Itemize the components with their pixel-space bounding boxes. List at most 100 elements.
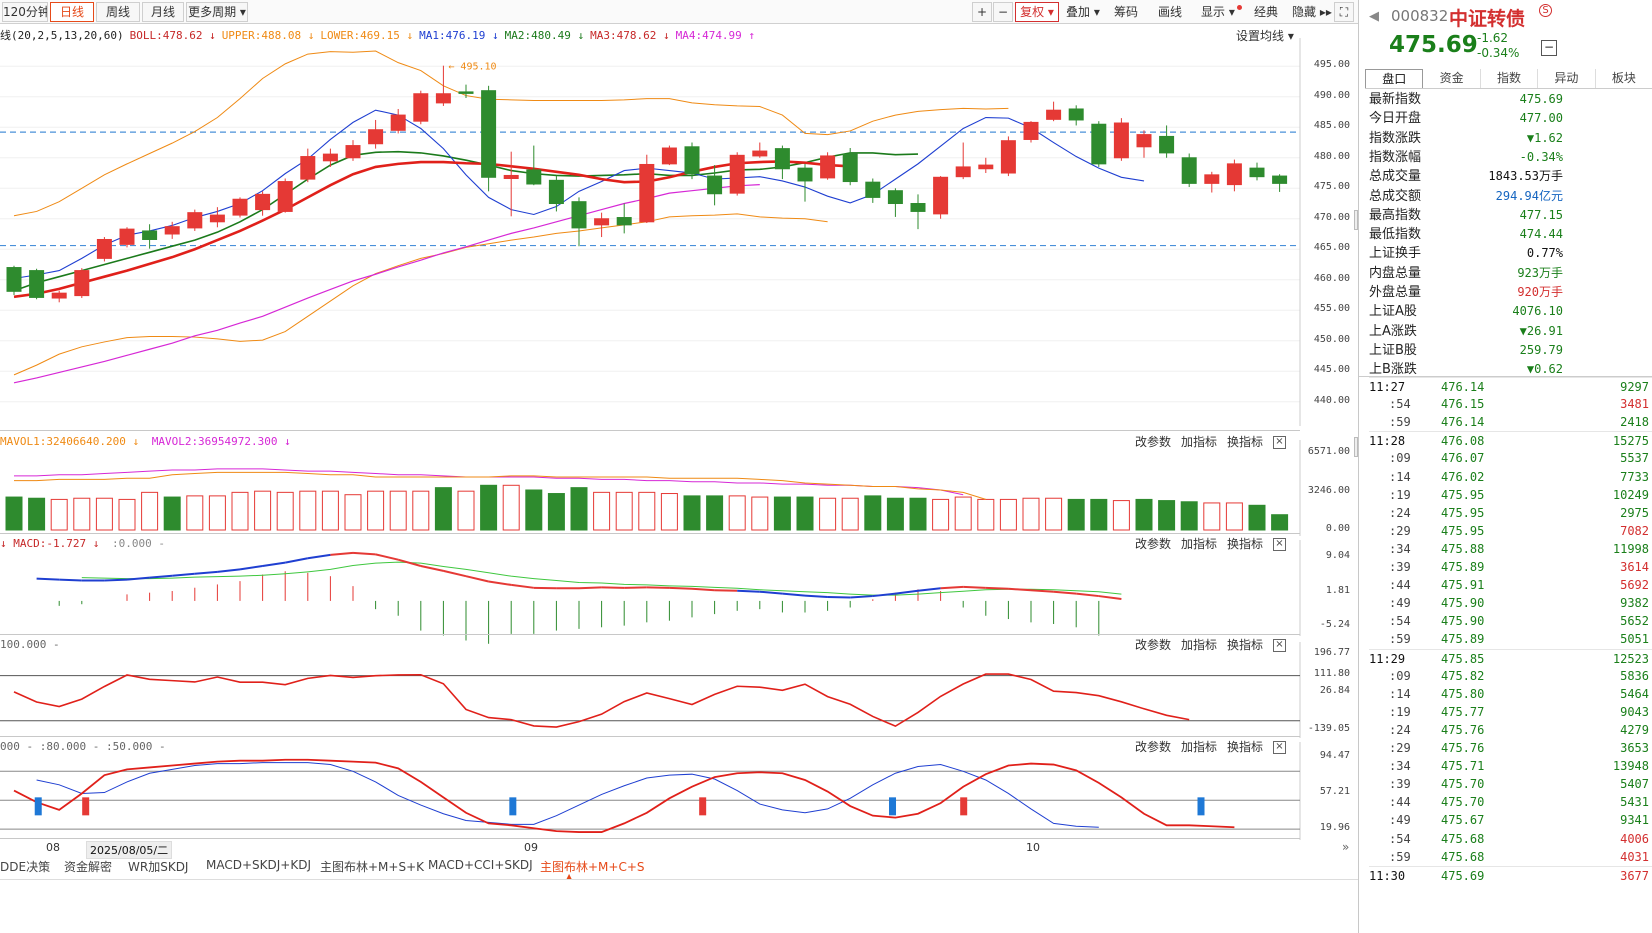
volume-bar <box>50 498 68 531</box>
zoom-out-button[interactable]: − <box>993 2 1013 22</box>
volume-bar <box>118 498 136 531</box>
ma-settings-dropdown[interactable]: 设置均线 ▾ <box>1236 29 1294 43</box>
candle-down <box>1068 108 1084 121</box>
period-daily-button[interactable]: 日线 <box>50 2 94 22</box>
tab-sector[interactable]: 板块 <box>1596 69 1652 88</box>
edit-params-button[interactable]: 改参数 <box>1134 638 1171 652</box>
macd-dif-segment <box>985 586 1009 590</box>
tab-capital[interactable]: 资金 <box>1423 69 1481 88</box>
boll-upper-line <box>13 50 1009 217</box>
macd-panel <box>36 551 1122 644</box>
divider <box>0 533 1300 534</box>
macd-dif-segment <box>172 572 195 577</box>
stat-row: 上证B股 259.79 <box>1369 341 1563 360</box>
tick-time: :59 <box>1389 415 1411 430</box>
volume-bar <box>321 490 339 531</box>
stat-value: 475.69 <box>1519 92 1563 106</box>
edit-params-button[interactable]: 改参数 <box>1134 537 1171 551</box>
macd-label: ↓ MACD:-1.727 ↓ <box>0 537 100 550</box>
tick-volume: 7082 <box>1620 523 1649 538</box>
tick-price: 475.68 <box>1441 849 1485 864</box>
tab-order-book[interactable]: 盘口 <box>1365 69 1424 88</box>
prev-stock-icon[interactable]: ◀ <box>1369 9 1379 24</box>
stat-value: 0.77% <box>1526 246 1563 261</box>
zoom-in-button[interactable]: + <box>972 2 992 22</box>
legend-boll: BOLL:478.62 ↓ <box>129 29 216 42</box>
peak-label: ← 495.10 <box>448 62 496 73</box>
candle-up <box>1113 122 1129 159</box>
close-icon[interactable]: × <box>1273 537 1286 551</box>
candle-down <box>842 153 858 183</box>
stat-label: 最新指数 <box>1369 92 1422 107</box>
switch-indicator-button[interactable]: 换指标 <box>1226 638 1263 652</box>
legend-prefix: 线(20,2,5,13,20,60) <box>0 29 124 42</box>
volume-bar <box>1248 504 1266 531</box>
edit-params-button[interactable]: 改参数 <box>1134 435 1171 449</box>
current-price: 475.69 <box>1389 32 1478 58</box>
switch-indicator-button[interactable]: 换指标 <box>1226 435 1263 449</box>
close-icon[interactable]: × <box>1273 740 1286 754</box>
tick-row: :49 475.67 9341 <box>1369 811 1652 829</box>
tick-row: :54 475.68 4006 <box>1369 830 1652 848</box>
axis-tick-label: 455.00 <box>1313 303 1350 315</box>
volume-bar <box>344 494 362 531</box>
tab-boll-msk[interactable]: 主图布林+M+S+K <box>320 860 425 874</box>
macd-dea-line <box>81 561 1122 596</box>
add-indicator-button[interactable]: 加指标 <box>1180 537 1217 551</box>
axis-tick-label: 480.00 <box>1313 150 1350 162</box>
macd-dif-segment <box>1030 589 1054 593</box>
close-icon[interactable]: × <box>1273 435 1286 449</box>
kdj-panel-controls: 改参数 加指标 换指标 × <box>1135 738 1286 756</box>
stat-row: 内盘总量 923万手 <box>1369 264 1563 283</box>
classic-button[interactable]: 经典 <box>1254 5 1279 19</box>
volume-bar <box>706 495 724 531</box>
volume-bar <box>434 487 452 531</box>
stat-label: 内盘总量 <box>1369 265 1422 281</box>
add-indicator-button[interactable]: 加指标 <box>1180 740 1217 754</box>
candle-up <box>300 156 316 180</box>
stat-row: 上证A股 4076.10 <box>1369 302 1563 321</box>
adjust-dropdown[interactable]: 复权 ▾ <box>1015 2 1059 22</box>
collapse-icon[interactable]: − <box>1541 40 1557 56</box>
tab-index[interactable]: 指数 <box>1481 69 1539 88</box>
tab-fund[interactable]: 资金解密 <box>64 860 113 874</box>
add-indicator-button[interactable]: 加指标 <box>1180 435 1217 449</box>
edit-params-button[interactable]: 改参数 <box>1134 740 1171 754</box>
scroll-right-icon[interactable]: » <box>1342 840 1350 854</box>
tab-macd-cci-skdj[interactable]: MACD+CCI+SKDJ <box>428 858 533 872</box>
tab-macd-skdj-kdj[interactable]: MACD+SKDJ+KDJ <box>206 858 311 872</box>
add-indicator-button[interactable]: 加指标 <box>1180 638 1217 652</box>
switch-indicator-button[interactable]: 换指标 <box>1226 740 1263 754</box>
tick-price: 475.89 <box>1441 560 1485 574</box>
period-monthly-button[interactable]: 月线 <box>142 2 184 22</box>
more-periods-dropdown[interactable]: 更多周期 ▾ <box>186 2 248 22</box>
resize-handle[interactable] <box>1354 437 1358 457</box>
chart-canvas[interactable]: ← 495.10 <box>0 0 1358 858</box>
macd-dif-segment <box>126 576 150 581</box>
display-dropdown[interactable]: 显示 ▾ <box>1201 5 1235 19</box>
resize-handle[interactable] <box>1354 210 1358 230</box>
favorite-icon[interactable]: S <box>1539 4 1552 17</box>
period-weekly-button[interactable]: 周线 <box>96 2 140 22</box>
kdj-legend: 000 - :80.000 - :50.000 - <box>0 738 172 756</box>
volume-bar <box>186 495 204 531</box>
overlay-dropdown[interactable]: 叠加 ▾ <box>1066 5 1100 19</box>
close-icon[interactable]: × <box>1273 638 1286 652</box>
macd-dif-segment <box>194 570 218 575</box>
tab-wr-skdj[interactable]: WR加SKDJ <box>128 860 189 874</box>
tab-movement[interactable]: 异动 <box>1538 69 1596 88</box>
tick-row: :39 475.70 5407 <box>1369 775 1652 793</box>
candle-up <box>955 166 971 178</box>
stat-label: 最低指数 <box>1369 227 1422 243</box>
tab-boll-mcs[interactable]: 主图布林+M+C+S <box>540 860 645 874</box>
tick-volume: 9382 <box>1620 596 1649 611</box>
stat-value: 474.44 <box>1519 227 1563 242</box>
fullscreen-icon[interactable]: ⛶ <box>1334 2 1354 22</box>
volume-bar <box>751 496 769 531</box>
hide-panel-button[interactable]: 隐藏 ▸▸ <box>1292 5 1332 19</box>
draw-line-button[interactable]: 画线 <box>1158 5 1183 19</box>
chips-button[interactable]: 筹码 <box>1114 5 1139 19</box>
tab-dde[interactable]: DDE决策 <box>0 860 51 874</box>
switch-indicator-button[interactable]: 换指标 <box>1226 537 1263 551</box>
period-120min-button[interactable]: 120分钟 <box>2 2 48 22</box>
